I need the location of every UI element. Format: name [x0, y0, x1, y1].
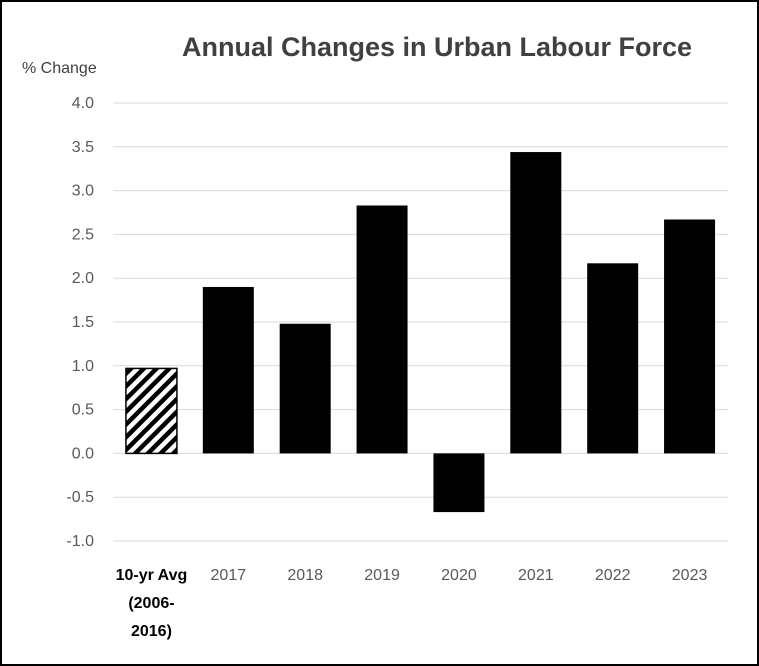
x-tick-line: 2019 [364, 567, 400, 584]
x-tick-label: 2018 [287, 567, 323, 584]
x-tick-line: 2017 [211, 567, 247, 584]
x-tick-line: 2021 [518, 567, 554, 584]
x-tick-line: 2020 [441, 567, 477, 584]
y-tick-label: 2.0 [72, 270, 94, 287]
x-tick-label: 2020 [441, 567, 477, 584]
x-tick-line: 2023 [672, 567, 708, 584]
bar-2019 [356, 205, 408, 454]
bar-2022 [587, 263, 639, 454]
x-tick-line: 2022 [595, 567, 631, 584]
y-tick-label: 1.0 [72, 358, 94, 375]
x-tick-label: 2017 [211, 567, 247, 584]
x-axis-ticks: 10-yr Avg (2006- 2016) 2017 2018 2019 2020 2021… [116, 567, 708, 640]
bar-2023 [664, 219, 716, 454]
bars [125, 152, 716, 513]
bar-10yr-avg [125, 367, 178, 455]
chart-title: Annual Changes in Urban Labour Force [182, 32, 692, 62]
y-tick-label: 2.5 [72, 226, 94, 243]
y-tick-label: 0.0 [72, 445, 94, 462]
bar-2017 [202, 286, 254, 454]
bar-2020 [433, 453, 485, 513]
y-tick-label: -0.5 [66, 489, 94, 506]
y-axis-ticks: 4.0 3.5 3.0 2.5 2.0 1.5 1.0 0.5 0.0 -0.5 -1.0 [66, 95, 94, 550]
bar-2018 [279, 323, 331, 454]
x-tick-line: 2016) [131, 623, 172, 640]
y-tick-label: 1.5 [72, 314, 94, 331]
y-tick-label: 0.5 [72, 402, 94, 419]
x-tick-label: 2023 [672, 567, 708, 584]
x-tick-line: 10-yr Avg [116, 567, 188, 584]
y-tick-label: -1.0 [66, 533, 94, 550]
x-tick-label: 10-yr Avg (2006- 2016) [116, 567, 188, 640]
y-tick-label: 3.5 [72, 139, 94, 156]
x-tick-line: 2018 [287, 567, 323, 584]
x-tick-label: 2019 [364, 567, 400, 584]
y-axis-label: % Change [22, 60, 97, 77]
x-tick-label: 2022 [595, 567, 631, 584]
y-tick-label: 3.0 [72, 183, 94, 200]
x-tick-label: 2021 [518, 567, 554, 584]
y-tick-label: 4.0 [72, 95, 94, 112]
bar-2021 [510, 152, 562, 454]
x-tick-line: (2006- [128, 595, 174, 612]
